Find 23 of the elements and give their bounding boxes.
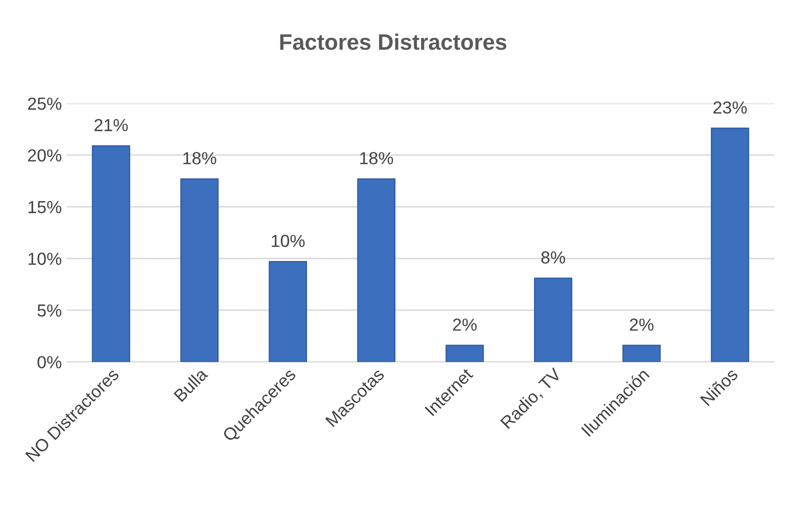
- y-tick-label: 10%: [28, 252, 62, 265]
- data-label: 23%: [714, 101, 747, 114]
- y-tick-label: 20%: [28, 149, 62, 162]
- y-tick-label: 15%: [28, 201, 62, 214]
- bar: [710, 128, 750, 362]
- data-label: 2%: [630, 318, 654, 331]
- bar: [268, 261, 307, 362]
- bar: [92, 145, 130, 362]
- data-label: 18%: [360, 152, 394, 164]
- bar: [446, 344, 484, 362]
- data-label: 18%: [183, 152, 216, 164]
- data-label: 21%: [94, 118, 128, 132]
- data-label: 10%: [272, 234, 305, 248]
- chart-title: Factores Distractores: [280, 34, 506, 50]
- bar: [180, 178, 219, 362]
- y-tick-label: 5%: [38, 304, 62, 317]
- bar: [622, 344, 661, 362]
- y-tick-label: 25%: [28, 98, 62, 110]
- data-label: 8%: [541, 251, 566, 264]
- data-label: 2%: [453, 318, 477, 331]
- bar: [357, 178, 396, 362]
- y-tick-label: 0%: [38, 356, 62, 368]
- bar: [534, 278, 572, 362]
